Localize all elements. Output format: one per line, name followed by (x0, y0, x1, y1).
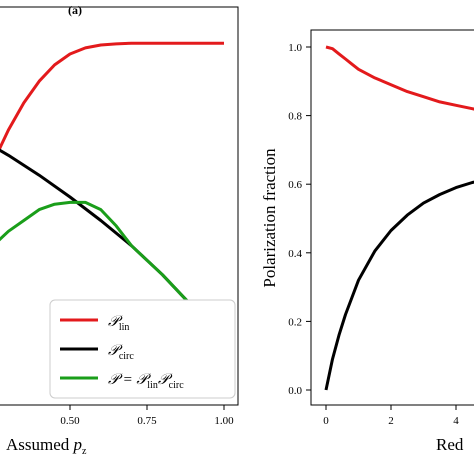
right-x-ticks: 0 2 4 (323, 405, 459, 427)
right-y-tick-label: 0.0 (288, 385, 302, 397)
right-series (324, 45, 474, 391)
left-series (0, 41, 226, 345)
right-series-line-red (325, 45, 474, 111)
right-y-tick-label: 0.6 (288, 179, 302, 191)
left-plot-frame (0, 6, 239, 406)
right-y-tick-label: 0.8 (288, 111, 302, 123)
right-y-ticks: 0.0 0.2 0.4 0.6 0.8 1.0 (288, 42, 311, 397)
left-x-tick-label: 1.00 (214, 415, 234, 427)
left-x-tick-label: 0.50 (60, 415, 80, 427)
right-series-line-black (324, 180, 474, 391)
legend-box (49, 299, 236, 399)
right-axes: 0 2 4 0.0 0.2 0.4 0.6 0.8 1.0 Polarization frac… (260, 29, 474, 454)
right-y-tick-label: 0.2 (288, 316, 302, 328)
right-x-tick-label: 0 (323, 415, 329, 427)
series-line-prod (0, 200, 226, 345)
right-x-axis-label: Red (436, 435, 464, 454)
series-line-lin (0, 41, 224, 152)
left-x-tick-label: 0.75 (137, 415, 157, 427)
right-x-tick-label: 2 (388, 415, 394, 427)
left-x-axis-label: Assumed pz (6, 435, 87, 457)
panel-label: (a) (68, 3, 82, 17)
right-y-tick-label: 1.0 (288, 42, 302, 54)
right-x-tick-label: 4 (453, 415, 459, 427)
right-y-axis-label: Polarization fraction (260, 148, 279, 288)
right-y-tick-label: 0.4 (288, 248, 302, 260)
left-x-ticks: 0.50 0.75 1.00 (60, 405, 234, 427)
right-plot-frame (310, 29, 474, 406)
